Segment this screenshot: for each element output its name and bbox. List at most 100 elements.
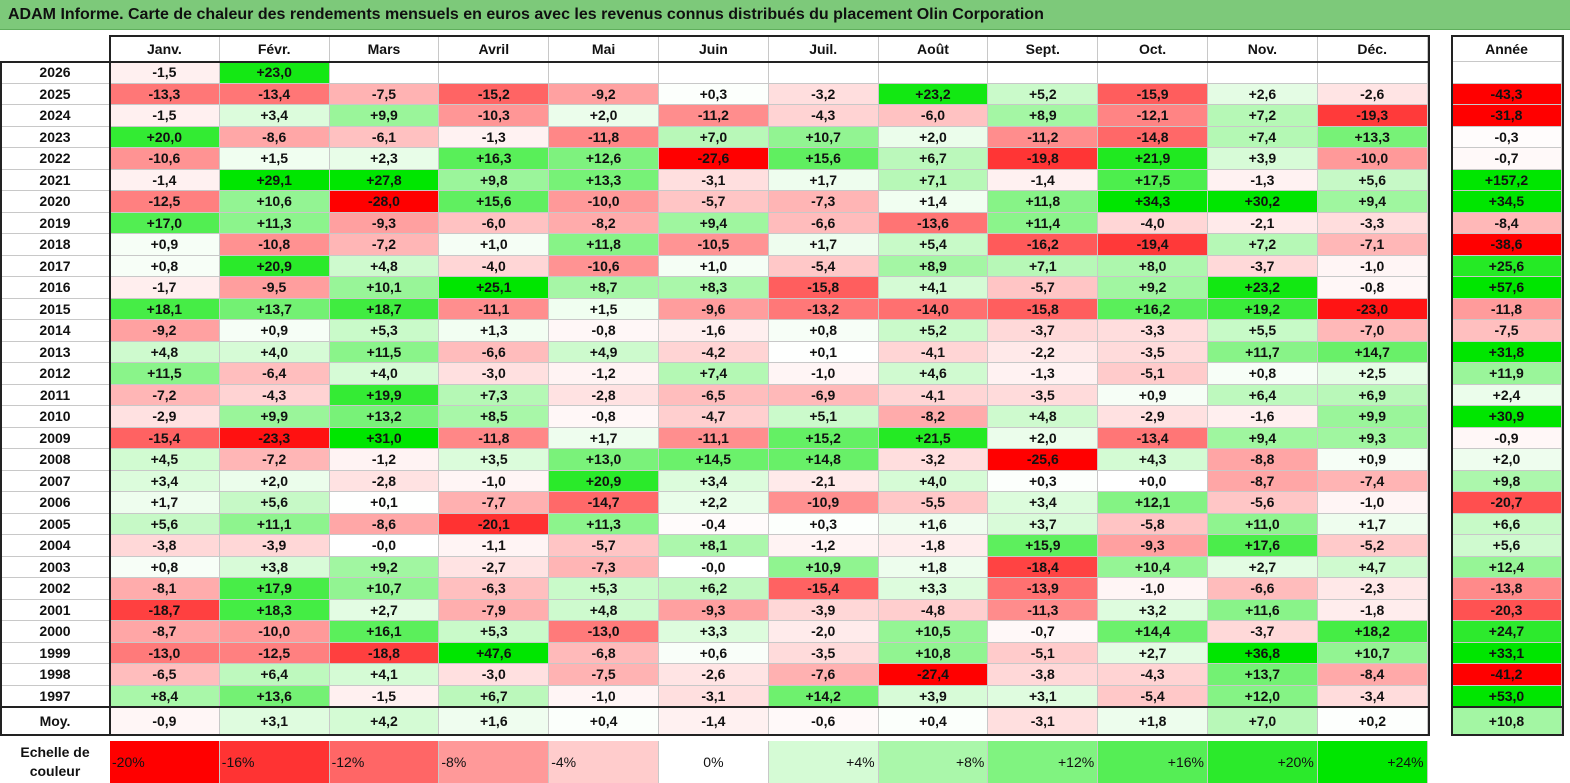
- heatmap-cell: +9,9: [329, 105, 440, 127]
- heatmap-cell: -10,8: [219, 234, 330, 256]
- heatmap-cell: -8,4: [1317, 664, 1428, 686]
- month-header: Juin: [659, 36, 769, 62]
- heatmap-cell: +11,8: [549, 234, 659, 256]
- heatmap-cell: +13,6: [219, 685, 330, 707]
- heatmap-cell: -4,0: [1098, 212, 1208, 234]
- heatmap-cell: -10,6: [110, 148, 220, 170]
- heatmap-cell: -13,0: [549, 621, 659, 643]
- year-total-cell: +2,4: [1452, 384, 1562, 406]
- row-year-label: 2020: [0, 191, 110, 213]
- heatmap-cell: -0,8: [549, 320, 659, 342]
- heatmap-cell: +31,0: [329, 427, 440, 449]
- heatmap-cell: -18,8: [329, 642, 440, 664]
- heatmap-cell: -6,5: [110, 664, 220, 686]
- heatmap-cell: -28,0: [329, 191, 440, 213]
- heatmap-cell: -1,2: [768, 535, 879, 557]
- heatmap-cell: +6,2: [659, 578, 769, 600]
- heatmap-cell: -12,5: [219, 642, 330, 664]
- heatmap-cell: +1,7: [1317, 513, 1428, 535]
- row-year-label: 2024: [0, 105, 110, 127]
- color-scale-stop: -8%: [439, 741, 550, 783]
- heatmap-cell: -7,2: [110, 384, 220, 406]
- heatmap-cell: -7,6: [768, 664, 879, 686]
- heatmap-cell: +0,1: [768, 341, 879, 363]
- heatmap-cell: +6,7: [439, 685, 550, 707]
- row-year-label: 2007: [0, 470, 110, 492]
- heatmap-cell: -2,3: [1317, 578, 1428, 600]
- heatmap-cell: -8,8: [1208, 449, 1318, 471]
- heatmap-cell: +5,6: [219, 492, 330, 514]
- row-year-label: 2013: [0, 341, 110, 363]
- row-year-label: 2009: [0, 427, 110, 449]
- heatmap-cell: +8,0: [1098, 255, 1208, 277]
- heatmap-cell: -19,8: [988, 148, 1099, 170]
- year-total-cell: +9,8: [1452, 470, 1562, 492]
- heatmap-cell: +4,3: [1098, 449, 1208, 471]
- heatmap-cell: +0,0: [1098, 470, 1208, 492]
- heatmap-cell: +9,8: [439, 169, 550, 191]
- heatmap-cell: +3,4: [219, 105, 330, 127]
- heatmap-cell: +18,3: [219, 599, 330, 621]
- average-cell: +1,8: [1098, 707, 1208, 735]
- heatmap-cell: -5,6: [1208, 492, 1318, 514]
- month-header: Déc.: [1317, 36, 1428, 62]
- average-cell: +7,0: [1208, 707, 1318, 735]
- year-total-cell: +57,6: [1452, 277, 1562, 299]
- average-separator: [1451, 706, 1564, 708]
- heatmap-cell: +2,6: [1208, 83, 1318, 105]
- heatmap-cell: -10,0: [1317, 148, 1428, 170]
- heatmap-cell: +11,0: [1208, 513, 1318, 535]
- heatmap-cell: +6,4: [219, 664, 330, 686]
- heatmap-cell: -13,9: [988, 578, 1099, 600]
- heatmap-cell: +9,2: [1098, 277, 1208, 299]
- year-total-cell: -41,2: [1452, 664, 1562, 686]
- heatmap-cell: +1,7: [549, 427, 659, 449]
- heatmap-cell: +12,6: [549, 148, 659, 170]
- heatmap-cell: [878, 62, 989, 84]
- heatmap-cell: +2,0: [878, 126, 989, 148]
- heatmap-cell: +13,3: [549, 169, 659, 191]
- heatmap-cell: -9,6: [659, 298, 769, 320]
- year-total-cell: +5,6: [1452, 535, 1562, 557]
- heatmap-cell: -5,5: [878, 492, 989, 514]
- heatmap-cell: +2,0: [988, 427, 1099, 449]
- row-year-label: 2015: [0, 298, 110, 320]
- heatmap-cell: +4,1: [329, 664, 440, 686]
- heatmap-cell: +11,5: [329, 341, 440, 363]
- heatmap-cell: +21,5: [878, 427, 989, 449]
- heatmap-cell: -3,5: [988, 384, 1099, 406]
- heatmap-cell: +10,4: [1098, 556, 1208, 578]
- heatmap-cell: +36,8: [1208, 642, 1318, 664]
- heatmap-cell: -5,8: [1098, 513, 1208, 535]
- heatmap-cell: +29,1: [219, 169, 330, 191]
- heatmap-cell: +2,7: [329, 599, 440, 621]
- heatmap-cell: -7,3: [768, 191, 879, 213]
- heatmap-cell: -0,0: [659, 556, 769, 578]
- heatmap-cell: +11,5: [110, 363, 220, 385]
- month-header: Mai: [549, 36, 659, 62]
- heatmap-cell: +9,4: [659, 212, 769, 234]
- heatmap-cell: +9,2: [329, 556, 440, 578]
- heatmap-cell: +4,0: [219, 341, 330, 363]
- heatmap-cell: +0,1: [329, 492, 440, 514]
- heatmap-cell: +0,9: [1317, 449, 1428, 471]
- heatmap-cell: -3,0: [439, 363, 550, 385]
- heatmap-cell: +9,4: [1208, 427, 1318, 449]
- heatmap-cell: -2,9: [1098, 406, 1208, 428]
- year-total-cell: -0,7: [1452, 148, 1562, 170]
- row-year-label: 2017: [0, 255, 110, 277]
- heatmap-cell: -3,4: [1317, 685, 1428, 707]
- heatmap-cell: +1,0: [659, 255, 769, 277]
- heatmap-cell: +9,3: [1317, 427, 1428, 449]
- year-total-cell: -8,4: [1452, 212, 1562, 234]
- heatmap-cell: +10,5: [878, 621, 989, 643]
- average-cell: -0,6: [768, 707, 879, 735]
- heatmap-cell: +4,8: [988, 406, 1099, 428]
- average-cell: +0,4: [878, 707, 989, 735]
- heatmap-cell: +6,9: [1317, 384, 1428, 406]
- row-year-label: 2004: [0, 535, 110, 557]
- heatmap-cell: +3,3: [878, 578, 989, 600]
- heatmap-cell: -1,4: [110, 169, 220, 191]
- heatmap-cell: -13,2: [768, 298, 879, 320]
- heatmap-cell: +27,8: [329, 169, 440, 191]
